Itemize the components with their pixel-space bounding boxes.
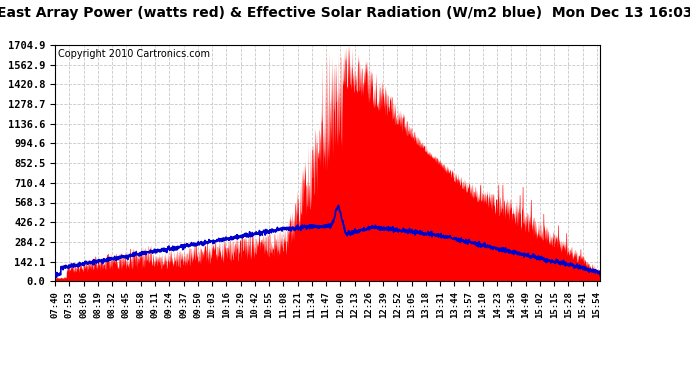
Text: East Array Power (watts red) & Effective Solar Radiation (W/m2 blue)  Mon Dec 13: East Array Power (watts red) & Effective… (0, 6, 690, 20)
Text: Copyright 2010 Cartronics.com: Copyright 2010 Cartronics.com (58, 48, 210, 58)
